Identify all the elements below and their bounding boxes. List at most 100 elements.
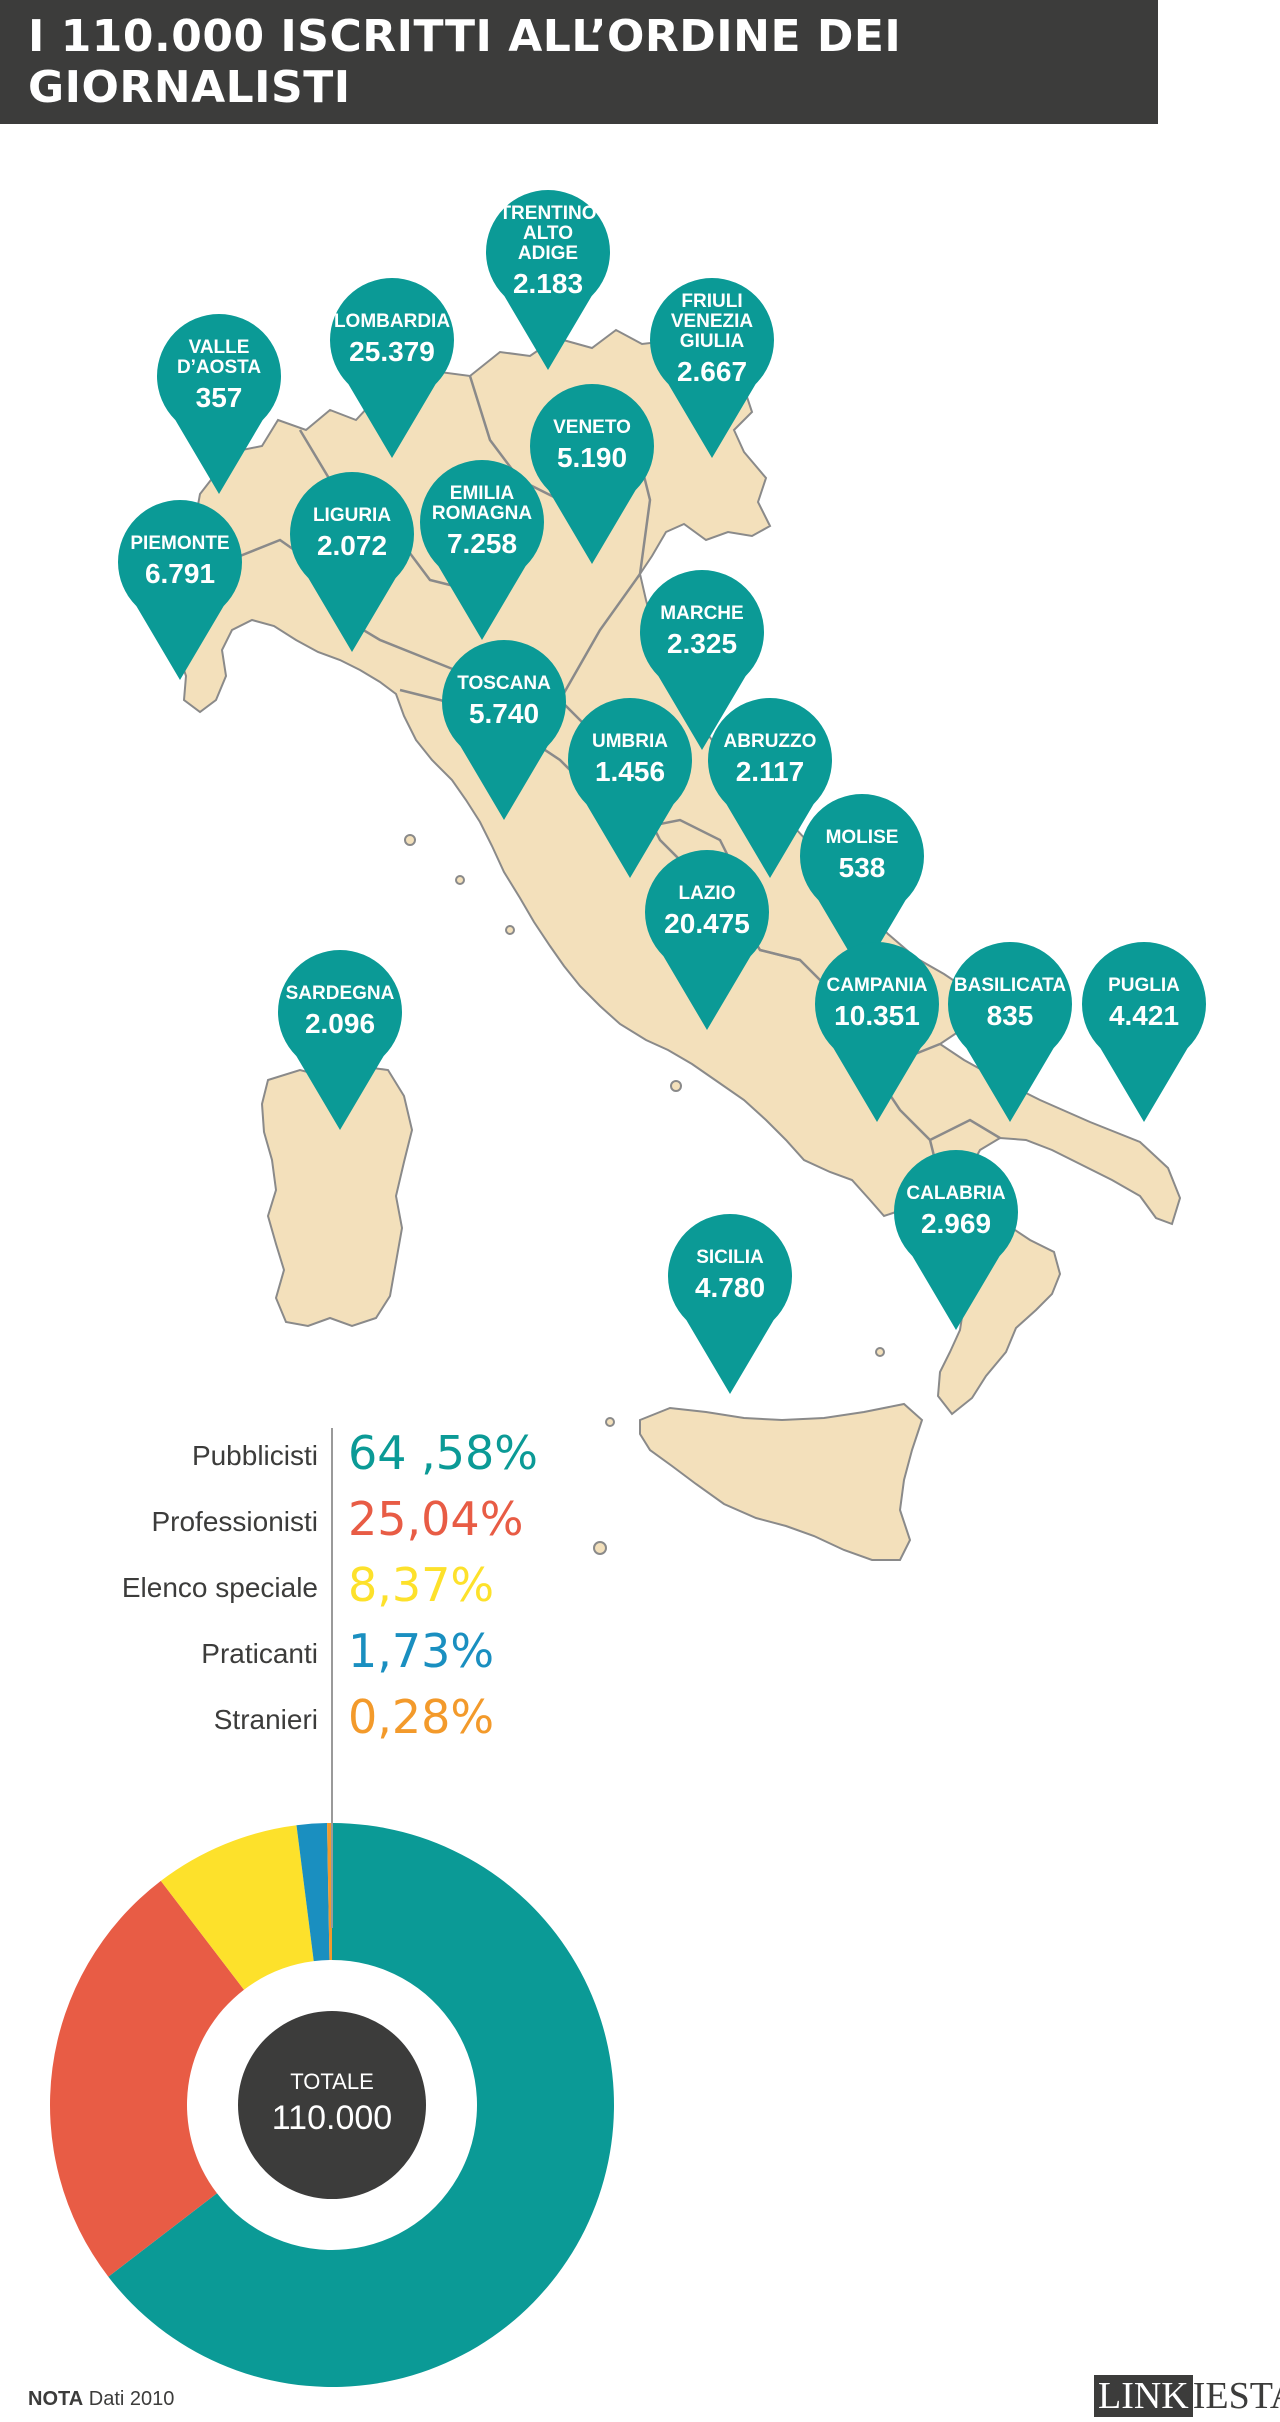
donut-slice-professionisti — [50, 1880, 244, 2277]
donut-chart: TOTALE 110.000 — [50, 1823, 614, 2387]
pin-region-value: 20.475 — [664, 908, 750, 939]
page-title: I 110.000 ISCRITTI ALL’ORDINE DEI GIORNA… — [0, 0, 1158, 124]
region-pin-liguria: LIGURIA 2.072 — [289, 472, 414, 652]
region-pin-toscana: TOSCANA 5.740 — [442, 640, 566, 820]
pin-marker — [485, 190, 610, 370]
pin-region-name: VENEZIA — [671, 311, 754, 332]
sicily-shape — [639, 1402, 924, 1561]
pin-region-value: 2.072 — [317, 530, 387, 561]
pin-marker — [530, 384, 655, 564]
pin-region-name: SICILIA — [696, 1247, 764, 1268]
pin-marker — [277, 950, 402, 1130]
pin-marker — [668, 1214, 792, 1394]
pin-region-value: 2.325 — [667, 628, 737, 659]
pin-region-value: 2.183 — [513, 268, 583, 299]
pin-region-value: 4.780 — [695, 1272, 765, 1303]
sardinia-shape — [260, 1064, 414, 1328]
islet — [593, 1541, 607, 1555]
legend-value: 25,04% — [348, 1492, 524, 1546]
pin-marker — [640, 570, 764, 750]
legend-value: 8,37% — [348, 1558, 495, 1612]
pin-region-name: TRENTINO — [499, 203, 596, 224]
pin-region-name: CALABRIA — [906, 1183, 1005, 1204]
region-pin-basilicata: BASILICATA 835 — [947, 942, 1072, 1122]
islet — [605, 1417, 615, 1427]
pin-marker — [650, 278, 774, 458]
region-pin-lazio: LAZIO 20.475 — [644, 850, 769, 1030]
pin-region-name: LIGURIA — [313, 505, 391, 526]
pin-region-name: GIULIA — [680, 331, 745, 352]
pin-region-name: ROMAGNA — [432, 503, 533, 524]
region-pin-molise: MOLISE 538 — [799, 794, 924, 974]
region-pin-piemonte: PIEMONTE 6.791 — [117, 500, 242, 680]
total-value: 110.000 — [272, 2099, 392, 2137]
pin-marker — [442, 640, 566, 820]
pin-marker — [568, 698, 692, 878]
pin-region-name: TOSCANA — [457, 673, 551, 694]
pin-marker — [289, 472, 414, 652]
legend-label: Praticanti — [201, 1638, 318, 1669]
pin-marker — [330, 278, 454, 458]
legend-label: Pubblicisti — [191, 1440, 318, 1471]
total-label: TOTALE — [290, 2069, 374, 2094]
brand-logo: LINKIESTA — [1094, 2374, 1280, 2418]
legend-label: Elenco speciale — [121, 1572, 318, 1603]
region-pin-puglia: PUGLIA 4.421 — [1082, 942, 1206, 1122]
region-border — [929, 1118, 1001, 1142]
pin-region-value: 835 — [987, 1000, 1034, 1031]
region-pin-marche: MARCHE 2.325 — [640, 570, 764, 750]
region-pin-campania: CAMPANIA 10.351 — [814, 942, 939, 1122]
pin-region-value: 2.969 — [921, 1208, 991, 1239]
pin-region-name: BASILICATA — [954, 975, 1067, 996]
islet — [505, 925, 515, 935]
pin-region-value: 2.096 — [305, 1008, 375, 1039]
brand-logo-part-b: IESTA — [1192, 2375, 1280, 2417]
pin-marker — [117, 500, 242, 680]
region-pin-sicilia: SICILIA 4.780 — [668, 1214, 792, 1394]
pin-region-value: 5.190 — [557, 442, 627, 473]
islet — [404, 834, 416, 846]
pin-region-name: ALTO — [523, 223, 573, 244]
pin-region-value: 4.421 — [1109, 1000, 1179, 1031]
pin-region-name: CAMPANIA — [827, 975, 928, 996]
donut-slice-praticanti — [296, 1823, 330, 1962]
total-center-circle — [238, 2011, 426, 2199]
pin-region-name: PIEMONTE — [130, 533, 229, 554]
region-pin-umbria: UMBRIA 1.456 — [568, 698, 692, 878]
pin-region-value: 538 — [839, 852, 886, 883]
brand-logo-part-a: LINK — [1094, 2375, 1193, 2417]
pin-marker — [156, 314, 281, 494]
pin-region-name: EMILIA — [450, 483, 515, 504]
legend-label: Professionisti — [151, 1506, 318, 1537]
pin-region-name: VENETO — [553, 417, 631, 438]
pin-region-name: VALLE — [189, 337, 250, 358]
donut-slice-pubblicisti — [108, 1823, 614, 2387]
pin-region-name: SARDEGNA — [286, 983, 395, 1004]
pin-marker — [799, 794, 924, 974]
pin-region-value: 2.117 — [736, 756, 805, 787]
legend-value: 0,28% — [348, 1690, 495, 1744]
footer-note: NOTA Dati 2010 — [28, 2388, 174, 2411]
region-pin-sardegna: SARDEGNA 2.096 — [277, 950, 402, 1130]
region-pin-calabria: CALABRIA 2.969 — [894, 1150, 1019, 1330]
pin-region-name: D’AOSTA — [177, 357, 261, 378]
region-pin-veneto: VENETO 5.190 — [530, 384, 655, 564]
islet — [455, 875, 465, 885]
pin-marker — [707, 698, 832, 878]
note-text: Dati 2010 — [88, 2388, 175, 2410]
pin-region-name: ADIGE — [518, 243, 578, 264]
pin-marker — [1082, 942, 1206, 1122]
legend-label: Stranieri — [213, 1704, 318, 1735]
pin-region-name: ABRUZZO — [724, 731, 817, 752]
legend-value: 64 ,58% — [348, 1426, 539, 1480]
pin-marker — [644, 850, 769, 1030]
pin-region-value: 7.258 — [447, 528, 517, 559]
pin-region-name: LOMBARDIA — [334, 311, 450, 332]
donut-slice-elenco-speciale — [160, 1825, 314, 1990]
donut-slice-stranieri — [327, 1823, 332, 1961]
